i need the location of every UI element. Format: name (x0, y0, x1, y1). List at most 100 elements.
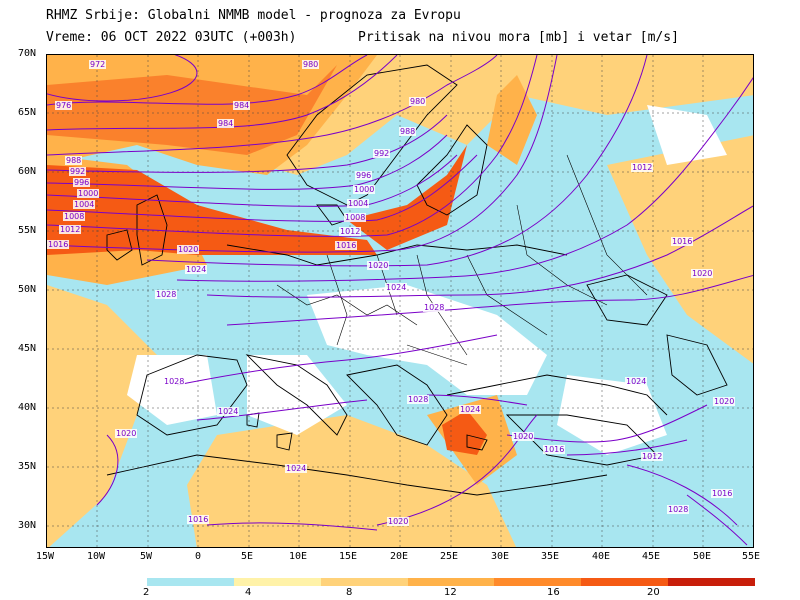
lat-label: 55N (18, 225, 37, 236)
forecast-time: Vreme: 06 OCT 2022 03UTC (+003h) (46, 30, 297, 45)
lon-label: 35E (541, 551, 560, 562)
isobar-label: 1012 (631, 163, 654, 172)
isobar-label: 1028 (155, 290, 178, 299)
isobar-label: 1024 (217, 407, 240, 416)
isobar-label: 980 (302, 60, 320, 69)
isobar-label: 1020 (713, 397, 736, 406)
colorbar-cell (581, 578, 669, 586)
lat-label: 40N (18, 402, 37, 413)
map-canvas (47, 55, 753, 547)
isobar-label: 1028 (667, 505, 690, 514)
isobar-label: 988 (65, 156, 83, 165)
isobar-label: 976 (55, 101, 73, 110)
colorbar-cell (233, 578, 321, 586)
lon-label: 15W (36, 551, 55, 562)
colorbar-cell (147, 578, 234, 586)
wind-zone-moderate (187, 415, 517, 547)
colorbar-cell (320, 578, 408, 586)
isobar-label: 996 (73, 178, 91, 187)
isobar-label: 1016 (187, 515, 210, 524)
colorbar-label: 16 (547, 587, 560, 598)
map-variable: Pritisak na nivou mora [mb] i vetar [m/s… (358, 30, 679, 45)
forecast-map: 972 980 976 984 984 980 988 988 992 992 … (46, 54, 754, 548)
isobar-label: 984 (217, 119, 235, 128)
lon-label: 15E (339, 551, 358, 562)
isobar-label: 1024 (459, 405, 482, 414)
wind-zone-moderate (47, 285, 157, 547)
isobar-label: 1008 (63, 212, 86, 221)
isobar-label: 1028 (407, 395, 430, 404)
isobar-label: 1008 (344, 213, 367, 222)
isobar-label: 1020 (177, 245, 200, 254)
lat-label: 30N (18, 520, 37, 531)
isobar-label: 1000 (77, 189, 100, 198)
isobar-label: 992 (69, 167, 87, 176)
isobar-label: 1020 (512, 432, 535, 441)
colorbar-cell (407, 578, 495, 586)
calm-land (127, 355, 217, 425)
isobar-label: 1016 (335, 241, 358, 250)
lon-label: 50E (693, 551, 712, 562)
lon-label: 40E (592, 551, 611, 562)
isobar-label: 1004 (347, 199, 370, 208)
lat-label: 50N (18, 284, 37, 295)
colorbar-label: 8 (346, 587, 353, 598)
lon-label: 5W (140, 551, 153, 562)
isobar-label: 1028 (423, 303, 446, 312)
wind-zone-moderate (607, 135, 753, 364)
isobar-label: 1024 (285, 464, 308, 473)
colorbar-cell (668, 578, 756, 586)
calm-land (307, 285, 547, 395)
wind-zone-very-strong (347, 145, 467, 250)
isobar-label: 984 (233, 101, 251, 110)
isobar-label: 972 (89, 60, 107, 69)
isobar-label: 1020 (115, 429, 138, 438)
calm-land (247, 355, 347, 435)
isobar-label: 1020 (367, 261, 390, 270)
isobar-label: 1012 (641, 452, 664, 461)
isobar-label: 1016 (543, 445, 566, 454)
isobar-label: 1028 (163, 377, 186, 386)
map-title: RHMZ Srbije: Globalni NMMB model - progn… (46, 8, 461, 23)
calm-land (647, 105, 727, 165)
lat-label: 60N (18, 166, 37, 177)
colorbar-label: 20 (647, 587, 660, 598)
isobar-label: 1004 (73, 200, 96, 209)
lon-label: 10E (289, 551, 308, 562)
lon-label: 25E (440, 551, 459, 562)
lat-label: 45N (18, 343, 37, 354)
colorbar-label: 12 (444, 587, 457, 598)
isobar-label: 1000 (353, 185, 376, 194)
isobar-label: 980 (409, 97, 427, 106)
wind-zone-very-strong (47, 65, 337, 155)
colorbar-label: 2 (143, 587, 150, 598)
lon-label: 10W (87, 551, 106, 562)
wind-zone-very-strong (442, 410, 487, 455)
colorbar-cell (494, 578, 582, 586)
isobar-label: 1012 (339, 227, 362, 236)
isobar-label: 1020 (691, 269, 714, 278)
lon-label: 20E (390, 551, 409, 562)
lat-label: 35N (18, 461, 37, 472)
lon-label: 55E (742, 551, 761, 562)
isobar-label: 1024 (625, 377, 648, 386)
isobar-label: 1012 (59, 225, 82, 234)
colorbar-label: 4 (245, 587, 252, 598)
lat-label: 65N (18, 107, 37, 118)
lon-label: 30E (491, 551, 510, 562)
isobar-label: 1016 (47, 240, 70, 249)
wind-speed-colorbar (147, 578, 756, 586)
isobar-label: 1020 (387, 517, 410, 526)
lon-label: 45E (642, 551, 661, 562)
lon-label: 0 (195, 551, 202, 562)
isobar-label: 1016 (671, 237, 694, 246)
lon-label: 5E (241, 551, 254, 562)
isobar-label: 1024 (385, 283, 408, 292)
isobar-label: 992 (373, 149, 391, 158)
isobar-label: 996 (355, 171, 373, 180)
isobar-label: 1016 (711, 489, 734, 498)
wind-zone-very-strong (47, 165, 377, 255)
lat-label: 70N (18, 48, 37, 59)
isobar-label: 988 (399, 127, 417, 136)
isobar-label: 1024 (185, 265, 208, 274)
